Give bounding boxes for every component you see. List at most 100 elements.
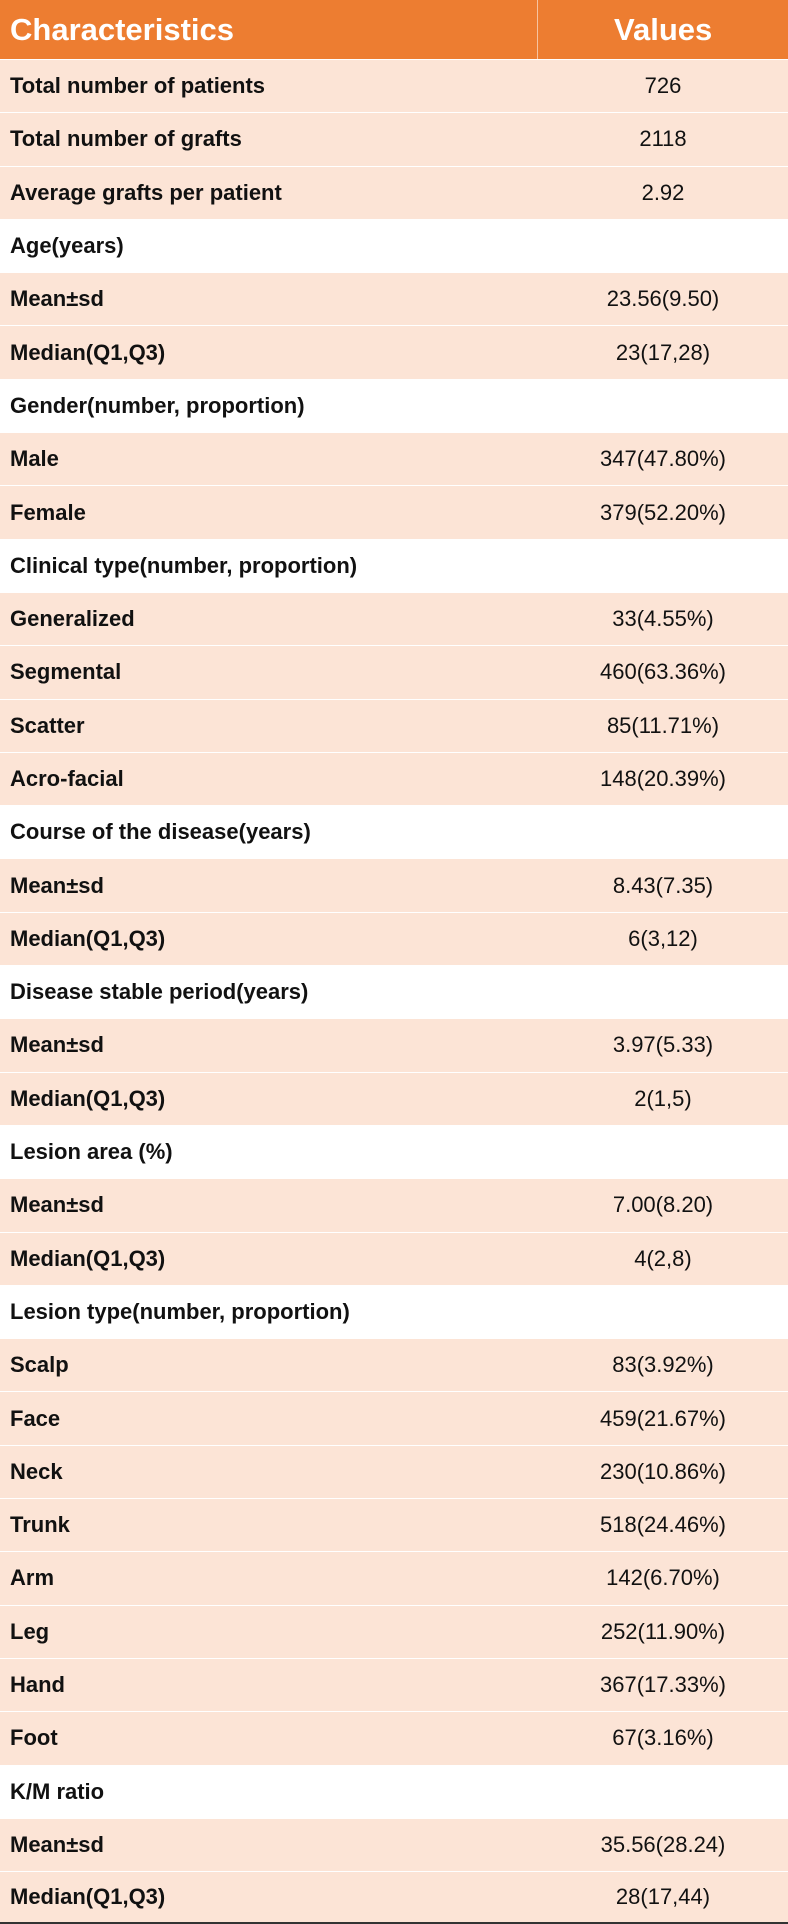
value-cell: 230(10.86%) xyxy=(600,1458,726,1484)
header-cell: Characteristics xyxy=(10,11,235,47)
label-cell: Scatter xyxy=(10,712,85,738)
label-cell: Total number of grafts xyxy=(10,126,242,152)
label-cell: Mean±sd xyxy=(10,1192,104,1218)
table-row: Median(Q1,Q3) 2(1,5) xyxy=(0,1071,788,1125)
label-cell: Median(Q1,Q3) xyxy=(10,1085,166,1111)
table-row: Mean±sd 8.43(7.35) xyxy=(0,858,788,912)
label-cell: Age(years) xyxy=(10,233,124,259)
value-cell: 2.92 xyxy=(641,179,685,205)
label-cell: Clinical type(number, proportion) xyxy=(10,552,358,578)
table-row: Mean±sd 35.56(28.24) xyxy=(0,1817,788,1872)
table-row: Generalized 33(4.55%) xyxy=(0,591,788,646)
value-cell: 67(3.16%) xyxy=(612,1725,714,1751)
value-cell: 4(2,8) xyxy=(634,1245,692,1271)
value-cell: 33(4.55%) xyxy=(612,606,714,632)
value-cell: 518(24.46%) xyxy=(600,1512,726,1538)
table-row: Scatter 85(11.71%) xyxy=(0,698,788,752)
table-row: Male 347(47.80%) xyxy=(0,432,788,486)
label-cell: Lesion type(number, proportion) xyxy=(10,1298,350,1324)
table-row: Foot 67(3.16%) xyxy=(0,1711,788,1765)
label-cell: Generalized xyxy=(10,606,135,632)
section-row: Disease stable period(years) xyxy=(0,965,788,1019)
label-cell: Course of the disease(years) xyxy=(10,819,311,845)
table-row: Leg 252(11.90%) xyxy=(0,1604,788,1658)
value-cell: 7.00(8.20) xyxy=(612,1192,714,1218)
table-row: Median(Q1,Q3) 28(17,44) xyxy=(0,1871,788,1924)
label-cell: Hand xyxy=(10,1672,65,1698)
table-row: Segmental 460(63.36%) xyxy=(0,645,788,699)
value-cell: 2(1,5) xyxy=(634,1085,692,1111)
value-cell: 6(3,12) xyxy=(628,925,698,951)
label-cell: Face xyxy=(10,1405,61,1431)
table-row: Mean±sd 3.97(5.33) xyxy=(0,1018,788,1072)
label-cell: Mean±sd xyxy=(10,872,104,898)
value-cell: 85(11.71%) xyxy=(606,712,720,738)
header-cell: Values xyxy=(537,0,788,59)
label-cell: Median(Q1,Q3) xyxy=(10,339,166,365)
table-row: Face 459(21.67%) xyxy=(0,1391,788,1445)
table-row: Neck 230(10.86%) xyxy=(0,1444,788,1499)
table-row: Scalp 83(3.92%) xyxy=(0,1338,788,1392)
value-cell: 252(11.90%) xyxy=(600,1618,726,1644)
label-cell: Mean±sd xyxy=(10,1831,104,1857)
label-cell: Foot xyxy=(10,1725,58,1751)
section-row: K/M ratio xyxy=(0,1764,788,1818)
value-cell: 2118 xyxy=(639,126,687,152)
label-cell: Median(Q1,Q3) xyxy=(10,925,166,951)
label-cell: Scalp xyxy=(10,1352,69,1378)
table-row: Acro-facial 148(20.39%) xyxy=(0,751,788,806)
section-row: Lesion area (%) xyxy=(0,1124,788,1179)
label-cell: Mean±sd xyxy=(10,1032,104,1058)
value-cell: 83(3.92%) xyxy=(612,1352,714,1378)
label-cell: Total number of patients xyxy=(10,73,266,99)
table-row: Mean±sd 23.56(9.50) xyxy=(0,272,788,326)
table-row: Total number of patients 726 xyxy=(0,59,788,113)
value-cell: 367(17.33%) xyxy=(600,1672,726,1698)
value-cell: 28(17,44) xyxy=(615,1884,711,1910)
value-cell: 142(6.70%) xyxy=(606,1565,720,1591)
value-cell: 347(47.80%) xyxy=(600,446,726,472)
section-row: Clinical type(number, proportion) xyxy=(0,538,788,592)
value-cell: 726 xyxy=(644,73,682,99)
label-cell: Median(Q1,Q3) xyxy=(10,1245,166,1271)
value-cell: 459(21.67%) xyxy=(600,1405,726,1431)
table-row: Hand 367(17.33%) xyxy=(0,1657,788,1712)
value-cell: 379(52.20%) xyxy=(600,499,726,525)
table-row: Total number of grafts 2118 xyxy=(0,112,788,166)
label-cell: Female xyxy=(10,499,86,525)
value-cell: 23.56(9.50) xyxy=(606,286,720,312)
value-cell: 35.56(28.24) xyxy=(600,1831,726,1857)
table-row: Mean±sd 7.00(8.20) xyxy=(0,1178,788,1232)
section-row: Lesion type(number, proportion) xyxy=(0,1284,788,1339)
label-cell: Average grafts per patient xyxy=(10,179,282,205)
table-row: Arm 142(6.70%) xyxy=(0,1551,788,1605)
label-cell: Arm xyxy=(10,1565,55,1591)
label-cell: Disease stable period(years) xyxy=(10,979,309,1005)
label-cell: Mean±sd xyxy=(10,286,104,312)
section-row: Gender(number, proportion) xyxy=(0,378,788,433)
label-cell: Neck xyxy=(10,1458,63,1484)
value-cell: 23(17,28) xyxy=(615,339,711,365)
table-row: Median(Q1,Q3) 4(2,8) xyxy=(0,1231,788,1285)
label-cell: Lesion area (%) xyxy=(10,1139,173,1165)
table-row: Female 379(52.20%) xyxy=(0,485,788,539)
section-row: Course of the disease(years) xyxy=(0,805,788,859)
label-cell: Trunk xyxy=(10,1512,70,1538)
label-cell: Segmental xyxy=(10,659,122,685)
table-row: Median(Q1,Q3) 23(17,28) xyxy=(0,325,788,379)
header-row: Characteristics Values xyxy=(0,0,788,59)
label-cell: Gender(number, proportion) xyxy=(10,392,305,418)
label-cell: Male xyxy=(10,446,59,472)
table-row: Trunk 518(24.46%) xyxy=(0,1498,788,1552)
label-cell: Leg xyxy=(10,1618,50,1644)
section-row: Age(years) xyxy=(0,218,788,273)
label-cell: K/M ratio xyxy=(10,1778,105,1804)
label-cell: Acro-facial xyxy=(10,766,124,791)
value-cell: 8.43(7.35) xyxy=(612,872,714,898)
label-cell: Median(Q1,Q3) xyxy=(10,1884,166,1910)
value-cell: 148(20.39%) xyxy=(600,766,726,791)
table-row: Median(Q1,Q3) 6(3,12) xyxy=(0,911,788,966)
value-cell: 460(63.36%) xyxy=(600,659,726,685)
